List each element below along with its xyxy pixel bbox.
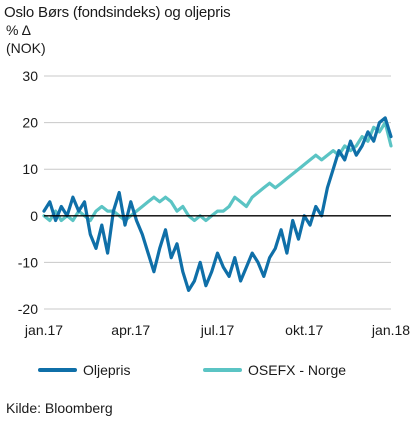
y-tick-label: -10: [18, 254, 38, 270]
y-tick-label: -20: [18, 301, 38, 317]
legend-label-oljepris: Oljepris: [83, 362, 130, 378]
source-note: Kilde: Bloomberg: [6, 400, 113, 416]
y-unit-percent: % Δ: [6, 22, 31, 38]
x-tick-label: jul.17: [200, 322, 235, 338]
legend-label-osefx-norge: OSEFX - Norge: [248, 362, 346, 378]
x-tick-label: jan.18: [371, 322, 410, 338]
y-tick-label: 30: [22, 68, 38, 84]
series-line-osefx-norge: [42, 120, 393, 223]
x-tick-label: apr.17: [111, 322, 150, 338]
y-tick-label: 0: [30, 208, 38, 224]
y-unit-currency: (NOK): [6, 40, 46, 56]
y-tick-label: 20: [22, 115, 38, 131]
x-tick-label: okt.17: [285, 322, 323, 338]
y-tick-label: 10: [22, 161, 38, 177]
series-line-oljepris: [42, 116, 393, 292]
x-tick-label: jan.17: [24, 322, 63, 338]
chart-title: Oslo Børs (fondsindeks) og oljepris: [4, 4, 231, 21]
